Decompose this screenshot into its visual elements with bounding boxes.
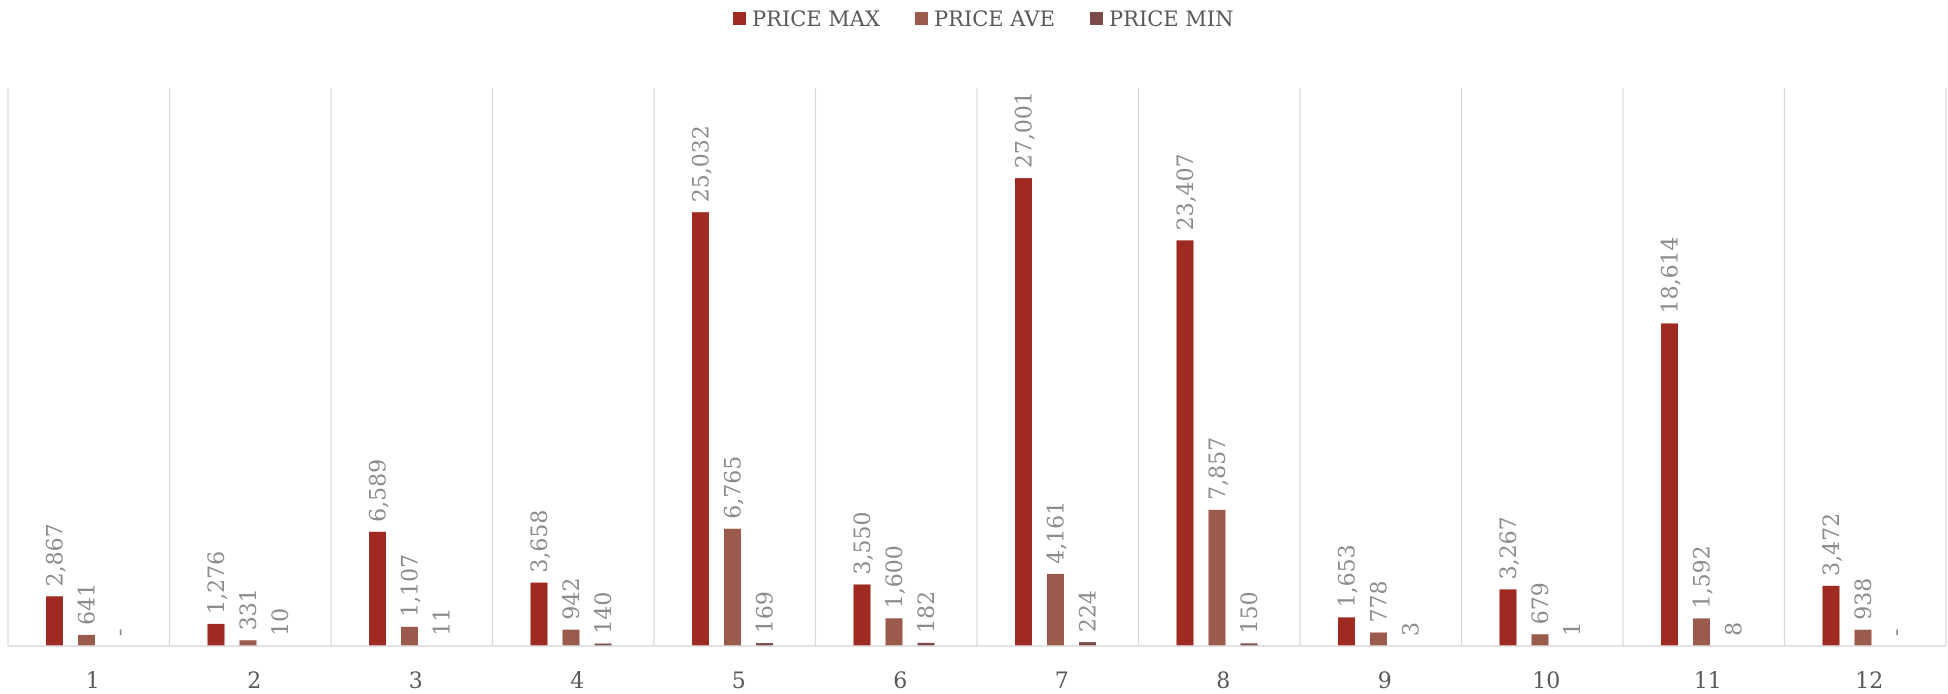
bar-price-max-3 [369,531,386,646]
x-tick-label: 7 [1055,669,1069,694]
data-label-price-max-5: 25,032 [690,125,715,202]
legend-swatch [1090,12,1103,25]
bar-price-ave-1 [78,634,95,646]
bar-price-ave-10 [1531,634,1549,646]
data-label-price-ave-5: 6,765 [722,456,747,519]
x-tick-label: 6 [893,669,907,694]
bar-price-min-6 [917,642,935,646]
data-label-price-min-7: 224 [1077,590,1102,632]
data-label-price-max-11: 18,614 [1659,236,1684,313]
bar-price-min-8 [1240,643,1258,646]
x-tick-label: 10 [1532,669,1560,694]
bar-price-max-8 [1176,240,1194,646]
bar-price-ave-2 [239,640,257,646]
bar-price-max-11 [1661,323,1678,646]
data-label-price-ave-4: 942 [560,578,585,620]
data-label-price-max-8: 23,407 [1174,153,1199,230]
data-labels: 2,867 1,276 6,589 3,658 25,032 3,550 27,001 23,… [44,91,1910,636]
data-label-price-min-12: - [1884,629,1909,636]
legend-label: PRICE MAX [752,7,880,31]
data-label-price-min-1: - [108,629,133,636]
data-label-price-ave-2: 331 [237,588,262,630]
x-tick-label: 3 [409,669,423,694]
data-label-price-max-2: 1,276 [205,551,230,614]
bar-price-ave-12 [1854,629,1872,646]
data-label-price-min-9: 3 [1400,622,1425,636]
legend-label: PRICE MIN [1109,7,1233,31]
data-label-price-max-3: 6,589 [367,459,392,522]
chart-legend: PRICE MAX PRICE AVE PRICE MIN [733,7,1233,31]
bar-price-min-5 [756,643,773,646]
data-label-price-max-4: 3,658 [528,510,553,573]
legend-swatch [733,12,746,25]
data-label-price-min-10: 1 [1561,622,1586,636]
bar-price-ave-8 [1208,509,1226,646]
data-label-price-ave-3: 1,107 [399,554,424,617]
x-tick-label: 4 [570,669,584,694]
x-tick-label: 9 [1378,669,1392,694]
bar-price-max-2 [207,623,225,646]
legend-swatch [915,12,928,25]
bar-price-max-1 [46,596,63,646]
legend-label: PRICE AVE [934,7,1055,31]
bar-price-ave-11 [1693,618,1710,646]
x-axis-tick-labels: 1 2 3 4 5 6 7 8 9 10 11 12 [86,669,1884,694]
data-label-price-ave-10: 679 [1529,582,1554,624]
data-label-price-min-4: 140 [592,592,617,634]
data-label-price-ave-11: 1,592 [1691,545,1716,608]
bar-price-max-10 [1499,589,1517,646]
data-label-price-max-7: 27,001 [1013,91,1038,168]
x-tick-label: 11 [1694,669,1722,694]
x-tick-label: 5 [732,669,746,694]
bar-price-ave-7 [1047,573,1064,646]
data-label-price-ave-12: 938 [1852,578,1877,620]
data-label-price-max-12: 3,472 [1820,513,1845,576]
bar-price-ave-3 [401,626,418,646]
category-gridlines [7,88,1947,646]
x-tick-label: 2 [247,669,261,694]
data-label-price-max-10: 3,267 [1497,516,1522,579]
data-label-price-ave-6: 1,600 [883,545,908,608]
bar-price-max-4 [530,582,548,646]
data-label-price-ave-9: 778 [1368,581,1393,623]
data-label-price-ave-7: 4,161 [1045,501,1070,564]
data-label-price-min-11: 8 [1723,622,1748,636]
x-tick-label: 8 [1216,669,1230,694]
data-label-price-min-3: 11 [431,608,456,636]
bar-price-max-5 [692,212,709,646]
x-tick-label: 12 [1855,669,1883,694]
data-label-price-max-1: 2,867 [44,523,69,586]
bar-price-ave-6 [885,618,903,646]
bar-price-min-7 [1079,642,1096,646]
data-label-price-min-5: 169 [754,591,779,633]
bar-price-max-6 [853,584,871,646]
data-label-price-max-6: 3,550 [851,511,876,574]
bar-price-max-9 [1338,617,1355,646]
bar-price-min-4 [594,643,612,646]
x-tick-label: 1 [86,669,100,694]
bar-price-ave-4 [562,629,580,646]
data-label-price-min-2: 10 [269,608,294,636]
bar-price-max-7 [1015,178,1032,646]
bar-series [46,178,1872,646]
data-label-price-min-6: 182 [915,591,940,633]
data-label-price-ave-1: 641 [76,583,101,625]
data-label-price-min-8: 150 [1238,591,1263,633]
bar-price-ave-5 [724,528,741,646]
bar-price-ave-9 [1370,632,1387,646]
bar-price-max-12 [1822,585,1840,646]
data-label-price-ave-8: 7,857 [1206,437,1231,500]
data-label-price-max-9: 1,653 [1336,544,1361,607]
